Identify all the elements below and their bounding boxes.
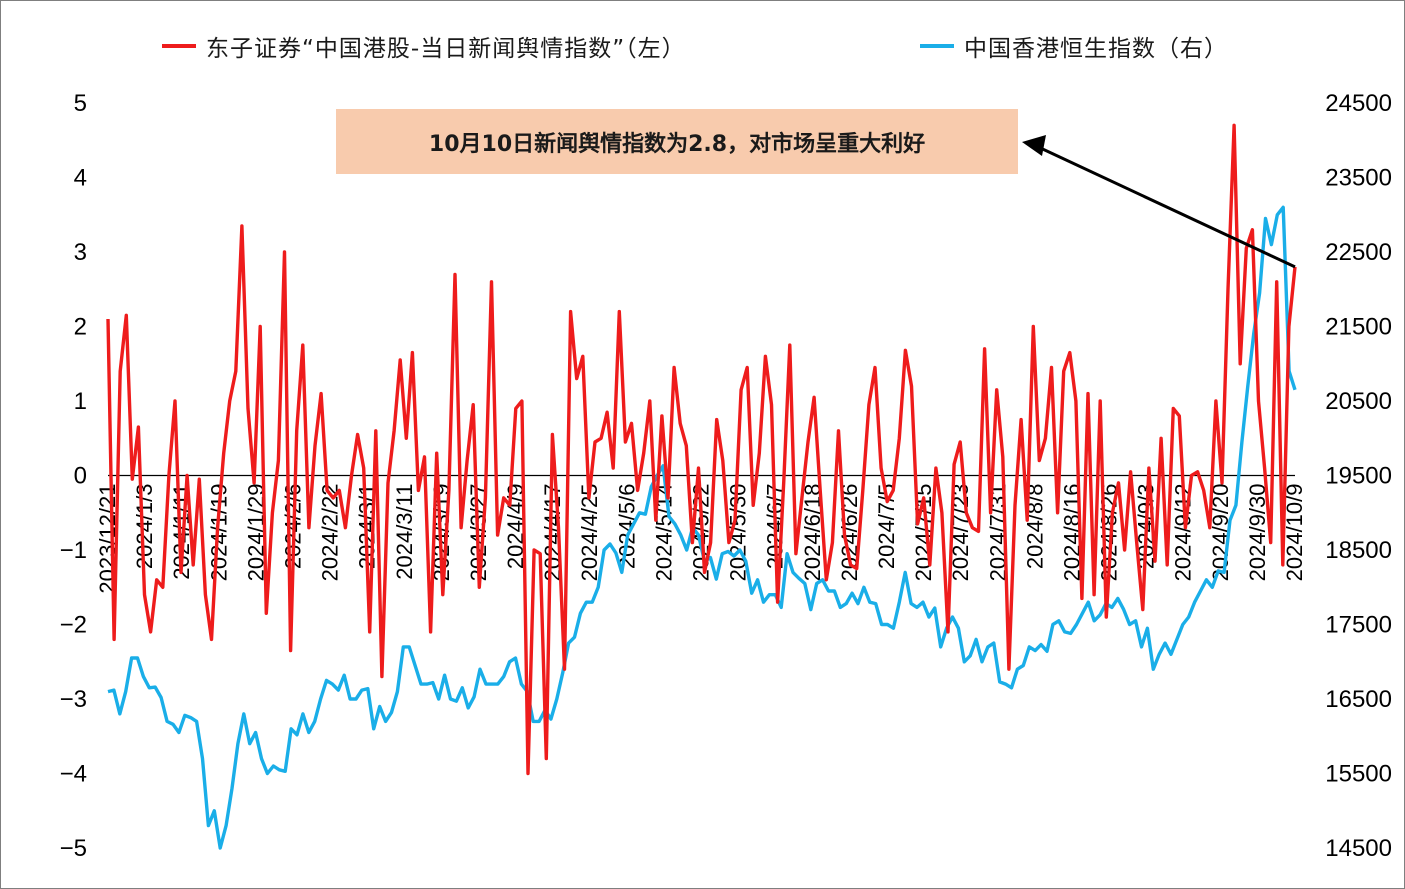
- legend-item-sentiment: 东子证券“中国港股-当日新闻舆情指数”（左）: [162, 28, 686, 64]
- y-left-tick-label: −1: [60, 537, 87, 564]
- x-tick-label: 2024/2/22: [318, 484, 343, 582]
- y-left-tick-label: 3: [74, 239, 87, 266]
- y-left-tick-label: 0: [74, 463, 87, 490]
- y-left-tick-label: −5: [60, 835, 87, 862]
- y-right-tick-label: 24500: [1325, 90, 1392, 117]
- y-left-tick-label: −2: [60, 612, 87, 639]
- y-left-tick-label: −4: [60, 761, 87, 788]
- x-tick-label: 2024/3/11: [392, 484, 417, 580]
- legend-label-sentiment: 东子证券“中国港股-当日新闻舆情指数”（左）: [206, 36, 686, 62]
- annotation-arrow-head: [1022, 135, 1046, 156]
- x-tick-label: 2024/10/9: [1282, 484, 1307, 582]
- y-right-tick-label: 23500: [1325, 165, 1392, 192]
- x-tick-label: 2024/4/25: [577, 484, 602, 582]
- y-right-tick-label: 20500: [1325, 388, 1392, 415]
- y-left-tick-label: 4: [74, 165, 87, 192]
- y-right-tick-label: 17500: [1325, 612, 1392, 639]
- y-left-tick-label: −3: [60, 686, 87, 713]
- y-right-tick-label: 21500: [1325, 314, 1392, 341]
- legend-item-hsi: 中国香港恒生指数（右）: [920, 28, 1228, 64]
- y-right-tick-label: 18500: [1325, 537, 1392, 564]
- y-left-tick-label: 1: [74, 388, 87, 415]
- legend-swatch-sentiment: [162, 44, 196, 48]
- annotation-arrow-line: [1033, 143, 1296, 269]
- y-right-tick-label: 15500: [1325, 761, 1392, 788]
- y-right-tick-label: 19500: [1325, 463, 1392, 490]
- y-right-tick-label: 22500: [1325, 239, 1392, 266]
- annotation-box: 10月10日新闻舆情指数为2.8，对市场呈重大利好: [336, 109, 1018, 174]
- legend-label-hsi: 中国香港恒生指数（右）: [964, 36, 1228, 62]
- y-left-tick-label: 2: [74, 314, 87, 341]
- x-tick-label: 2024/5/6: [614, 484, 639, 570]
- y-right-tick-label: 16500: [1325, 686, 1392, 713]
- y-left-tick-label: 5: [74, 90, 87, 117]
- series-line-sentiment: [106, 123, 1297, 776]
- y-right-tick-label: 14500: [1325, 835, 1392, 862]
- legend-swatch-hsi: [920, 44, 954, 48]
